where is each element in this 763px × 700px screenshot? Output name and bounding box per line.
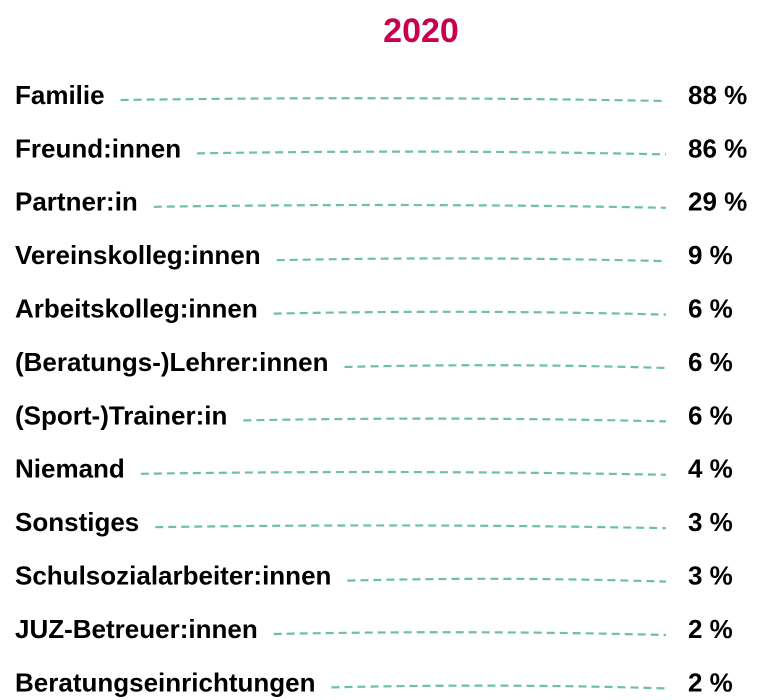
row-label: Schulsozialarbeiter:innen (15, 560, 331, 590)
row-label: Niemand (15, 454, 125, 484)
row-value: 9 % (688, 240, 733, 270)
row-value: 4 % (688, 454, 733, 484)
leader-line (276, 257, 667, 263)
leader-line (120, 97, 667, 103)
row-label: (Sport-)Trainer:in (15, 400, 227, 430)
row-value: 6 % (688, 293, 733, 323)
row-label: Arbeitskolleg:innen (15, 293, 258, 323)
row-label: Partner:in (15, 187, 138, 217)
title: 2020 (383, 12, 459, 50)
row-label: Freund:innen (15, 133, 181, 163)
row-value: 6 % (688, 347, 733, 377)
row-value: 2 % (688, 614, 733, 644)
row-value: 88 % (688, 80, 747, 110)
leader-line (153, 203, 667, 209)
leader-line (155, 524, 667, 530)
row-label: (Beratungs-)Lehrer:innen (15, 347, 328, 377)
row-value: 29 % (688, 187, 747, 217)
row-value: 86 % (688, 133, 747, 163)
row-label: Sonstiges (15, 507, 139, 537)
row-label: Familie (15, 80, 105, 110)
leader-line (347, 577, 667, 583)
row-value: 6 % (688, 400, 733, 430)
leader-line (140, 470, 667, 476)
row-label: Beratungseinrichtungen (15, 667, 315, 697)
row-value: 2 % (688, 667, 733, 697)
leader-line (197, 150, 667, 156)
leader-line (344, 364, 667, 370)
row-value: 3 % (688, 507, 733, 537)
leader-line (273, 631, 667, 637)
row-value: 3 % (688, 560, 733, 590)
leader-line (331, 684, 667, 690)
leader-line (273, 310, 667, 316)
row-label: JUZ-Betreuer:innen (15, 614, 258, 644)
row-label: Vereinskolleg:innen (15, 240, 261, 270)
leader-line (243, 417, 667, 423)
